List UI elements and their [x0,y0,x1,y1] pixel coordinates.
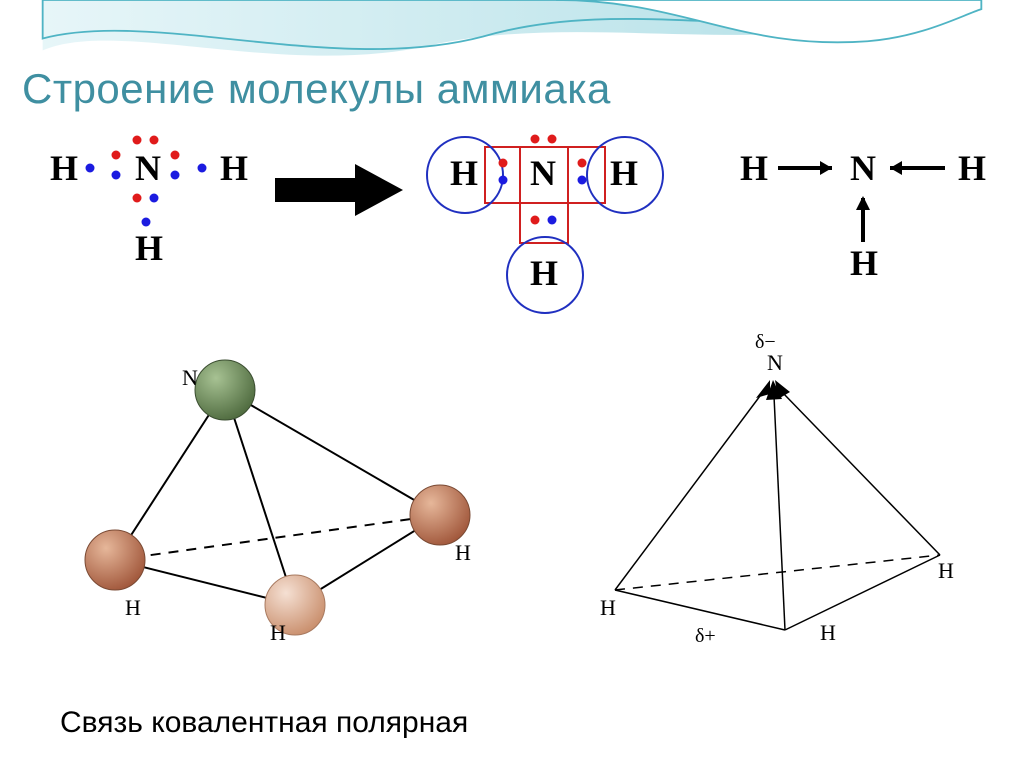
atom-H: H [50,148,78,188]
lewis-left: H N H H [30,130,280,300]
pyramid-right: N δ− H H H δ+ [560,330,980,650]
label-H: H [455,540,471,565]
bond-arrow-diagram: H N H H [720,130,1000,310]
big-arrow [275,160,405,225]
svg-text:H: H [740,148,768,188]
content-area: H N H H [0,125,1024,695]
lewis-row: H N H H [0,125,1024,325]
atom-N: N [135,148,161,188]
label-N: N [767,350,783,375]
atom-H: H [135,228,163,268]
label-H: H [600,595,616,620]
label-delta-plus: δ+ [695,625,716,647]
label-H: H [270,620,286,645]
svg-text:H: H [530,253,558,293]
title-text: Строение молекулы аммиака [22,65,611,112]
label-delta-minus: δ− [755,331,776,353]
svg-text:H: H [850,243,878,283]
caption-text: Связь ковалентная полярная [60,706,468,739]
svg-text:N: N [530,153,556,193]
label-H: H [125,595,141,620]
svg-text:N: N [850,148,876,188]
page-title: Строение молекулы аммиака [22,65,611,113]
pyramid-left: N H H H [70,335,490,645]
caption: Связь ковалентная полярная [60,706,468,740]
svg-text:H: H [610,153,638,193]
label-H: H [938,558,954,583]
label-N: N [182,365,198,390]
lewis-middle: H N H H [410,125,690,325]
svg-text:H: H [450,153,478,193]
svg-text:H: H [958,148,986,188]
pyramid-row: N H H H N δ− H H H δ+ [0,325,1024,665]
label-H: H [820,620,836,645]
atom-H: H [220,148,248,188]
